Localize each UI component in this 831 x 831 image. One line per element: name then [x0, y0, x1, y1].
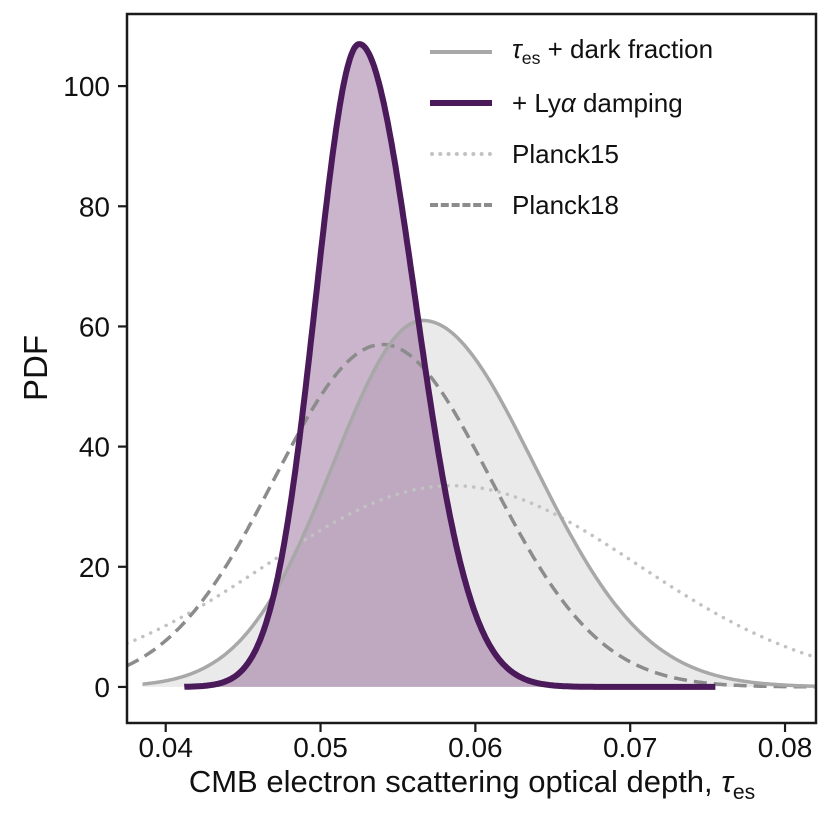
y-tick-label: 40	[79, 432, 110, 463]
x-axis-label-tau: τ	[721, 764, 733, 799]
legend-label-planck18: Planck18	[512, 189, 619, 220]
legend-lya-pre: + Ly	[512, 87, 561, 118]
y-tick-label: 100	[63, 71, 110, 102]
legend-label-rest: + dark fraction	[540, 34, 714, 65]
curve-planck15	[127, 483, 816, 660]
legend-line-dashed-icon	[430, 203, 492, 207]
x-axis-label-sub: es	[732, 781, 756, 805]
legend-item-planck15: Planck15	[430, 136, 713, 172]
curve-plus-lya-damping	[182, 41, 718, 690]
y-tick-label: 80	[79, 191, 110, 222]
legend-alpha-symbol: α	[560, 87, 576, 118]
fill-plus-lya-damping	[184, 44, 716, 687]
legend-lya-rest: damping	[575, 87, 683, 118]
legend-tau-symbol: τ	[512, 34, 522, 65]
x-axis-label: CMB electron scattering optical depth, τ…	[117, 764, 827, 805]
y-tick-label: 60	[79, 311, 110, 342]
curve-planck18	[127, 342, 816, 689]
legend-line-purple-solid-icon	[430, 100, 492, 106]
x-axis-label-text: CMB electron scattering optical depth,	[188, 764, 722, 799]
legend-item-planck18: Planck18	[430, 187, 713, 223]
x-tick-label: 0.05	[293, 732, 348, 763]
y-tick-label: 0	[94, 672, 110, 703]
plot-area	[127, 41, 816, 690]
legend: τes + dark fraction + Lyα damping Planck…	[430, 34, 713, 223]
plot-frame	[125, 12, 818, 725]
x-tick-label: 0.04	[138, 732, 193, 763]
legend-line-dotted-icon	[430, 152, 492, 156]
y-tick-label: 20	[79, 552, 110, 583]
legend-label-planck15: Planck15	[512, 138, 619, 169]
legend-tau-subscript: es	[521, 48, 541, 69]
curve-tau-es-plus-dark-fraction	[142, 318, 816, 688]
legend-line-gray-solid-icon	[430, 50, 492, 54]
x-tick-label: 0.06	[448, 732, 503, 763]
legend-item-tau-dark-fraction: τes + dark fraction	[430, 34, 713, 70]
y-axis-label: PDF	[17, 335, 54, 401]
legend-label-tau-dark-fraction: τes + dark fraction	[512, 34, 713, 69]
x-tick-label: 0.07	[603, 732, 658, 763]
x-tick-label: 0.08	[758, 732, 813, 763]
legend-label-lya-damping: + Lyα damping	[512, 88, 683, 119]
fill-tau-es-plus-dark-fraction	[142, 320, 816, 687]
legend-item-lya-damping: + Lyα damping	[430, 85, 713, 121]
